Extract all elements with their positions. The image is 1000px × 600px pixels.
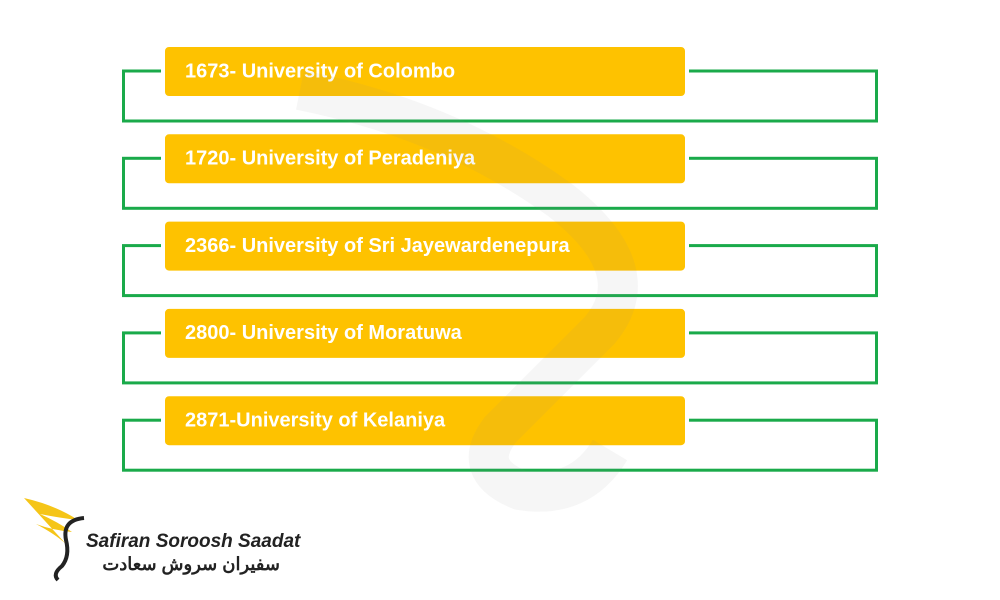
logo-wing xyxy=(24,498,78,544)
watermark xyxy=(296,70,638,512)
item-box xyxy=(161,130,689,188)
item-label: 1673- University of Colombo xyxy=(185,60,455,82)
list-item: 1673- University of Colombo xyxy=(122,43,878,123)
item-label: 2800- University of Moratuwa xyxy=(185,322,463,344)
list-item: 2800- University of Moratuwa xyxy=(122,304,878,385)
list-item: 2366- University of Sri Jayewardenepura xyxy=(122,217,878,298)
item-label: 2366- University of Sri Jayewardenepura xyxy=(185,235,570,257)
list-item: 2871-University of Kelaniya xyxy=(122,392,878,472)
item-box xyxy=(161,217,689,275)
list-item: 1720- University of Peradeniya xyxy=(122,130,878,210)
logo-name-fa: سفیران سروش سعادت xyxy=(102,554,280,575)
list: 1673- University of Colombo 1720- Univers… xyxy=(122,43,878,472)
item-label: 2871-University of Kelaniya xyxy=(185,409,446,431)
logo-name: Safiran Soroosh Saadat xyxy=(86,531,301,552)
logo: Safiran Soroosh Saadat سفیران سروش سعادت xyxy=(24,498,301,582)
item-label: 1720- University of Peradeniya xyxy=(185,148,476,170)
item-box xyxy=(161,392,689,450)
item-box xyxy=(161,304,689,362)
item-box xyxy=(161,43,689,100)
logo-swan xyxy=(53,516,85,582)
watermark-shape xyxy=(296,70,638,512)
